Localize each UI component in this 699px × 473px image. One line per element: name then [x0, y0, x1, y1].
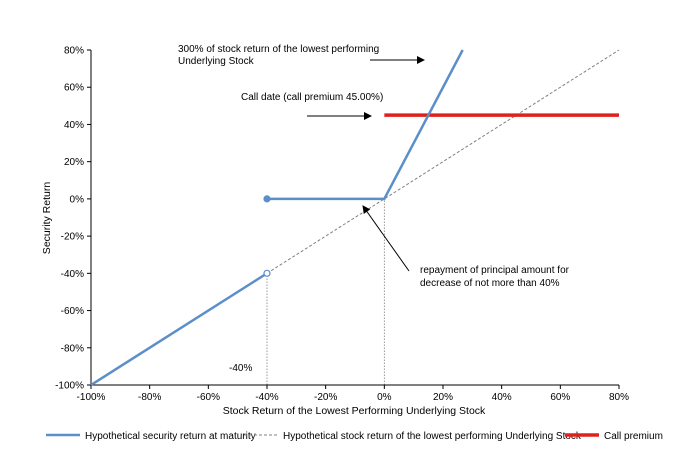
y-tick-label: 0%: [70, 194, 85, 205]
x-tick-label: -20%: [314, 392, 337, 403]
y-tick-label: -20%: [61, 232, 84, 243]
annotation-minus-40: -40%: [229, 363, 252, 374]
y-tick-label: -40%: [61, 269, 84, 280]
x-tick-label: -60%: [197, 392, 220, 403]
arrow-principal-repayment: [362, 205, 410, 272]
annotation-triple-return-line-2: Underlying Stock: [178, 56, 255, 67]
annotation-call-date: Call date (call premium 45.00%): [241, 92, 383, 103]
legend-label-security-return: Hypothetical security return at maturity: [85, 431, 256, 442]
y-tick-label: 80%: [64, 46, 84, 57]
x-axis-title: Stock Return of the Lowest Performing Un…: [223, 405, 486, 417]
series-security-return-marker-open: [263, 269, 271, 277]
x-tick-label: -100%: [77, 392, 106, 403]
legend-label-stock-return: Hypothetical stock return of the lowest …: [283, 431, 582, 442]
annotation-principal-repayment-line-2: decrease of not more than 40%: [420, 278, 560, 289]
x-tick-label: -40%: [255, 392, 278, 403]
annotation-principal-repayment-line-1: repayment of principal amount for: [420, 265, 570, 276]
y-tick-label: 40%: [64, 120, 84, 131]
y-tick-label: -100%: [55, 381, 84, 392]
legend: Hypothetical security return at maturity…: [46, 431, 663, 442]
y-tick-label: -60%: [61, 306, 84, 317]
y-tick-label: -80%: [61, 343, 84, 354]
plot-area: -100% -80% -60% -40% -20% 0% 20% 40% 60% 80% -100%…: [55, 46, 629, 404]
x-tick-label: -80%: [138, 392, 161, 403]
y-tick-label: 60%: [64, 83, 84, 94]
y-tick-label: 20%: [64, 157, 84, 168]
series-security-return-segment-1: [267, 49, 464, 201]
annotation-triple-return: 300% of stock return of the lowest perfo…: [178, 44, 379, 67]
x-tick-label: 60%: [550, 392, 570, 403]
annotation-principal-repayment: repayment of principal amount for decrea…: [420, 265, 570, 289]
x-tick-label: 0%: [377, 392, 392, 403]
legend-label-call-premium: Call premium: [604, 431, 663, 442]
x-tick-label: 20%: [433, 392, 453, 403]
y-axis-title: Security Return: [41, 182, 53, 255]
annotation-triple-return-line-1: 300% of stock return of the lowest perfo…: [178, 44, 379, 55]
series-security-return-marker-filled: [263, 195, 271, 203]
series-security-return-segment-0: [90, 272, 268, 387]
x-tick-label: 40%: [492, 392, 512, 403]
x-tick-label: 80%: [609, 392, 629, 403]
series-stock-return-line: [266, 49, 620, 274]
